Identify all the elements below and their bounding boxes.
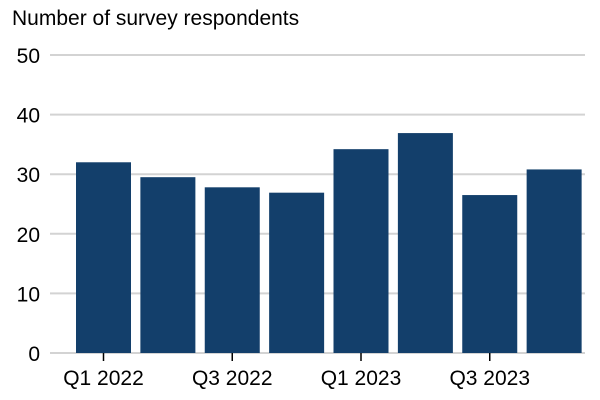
bar-q2-2022: [140, 177, 196, 353]
bar-q1-2022: [76, 162, 131, 353]
bar-q1-2023: [333, 149, 389, 353]
y-tick-label: 0: [28, 343, 40, 366]
y-tick-label: 40: [17, 105, 40, 128]
y-tick-label: 20: [17, 224, 40, 247]
bar-q4-2022: [269, 192, 325, 353]
x-tick-label: Q1 2022: [63, 367, 144, 390]
x-tick-label: Q1 2023: [321, 367, 402, 390]
y-axis-title: Number of survey respondents: [12, 7, 300, 30]
x-tick-label: Q3 2022: [192, 367, 273, 390]
bars: [76, 133, 582, 353]
bar-q2-2023: [397, 133, 453, 353]
bar-q3-2022: [204, 187, 260, 353]
x-tick-labels: Q1 2022 Q3 2022 Q1 2023 Q3 2023: [63, 353, 530, 390]
y-tick-labels: 0 10 20 30 40 50: [17, 45, 40, 366]
y-tick-label: 10: [17, 283, 40, 306]
y-tick-label: 50: [17, 45, 40, 68]
bar-q4-2023: [526, 169, 582, 353]
y-tick-label: 30: [17, 164, 40, 187]
x-tick-label: Q3 2023: [449, 367, 530, 390]
bar-q3-2023: [462, 195, 518, 353]
